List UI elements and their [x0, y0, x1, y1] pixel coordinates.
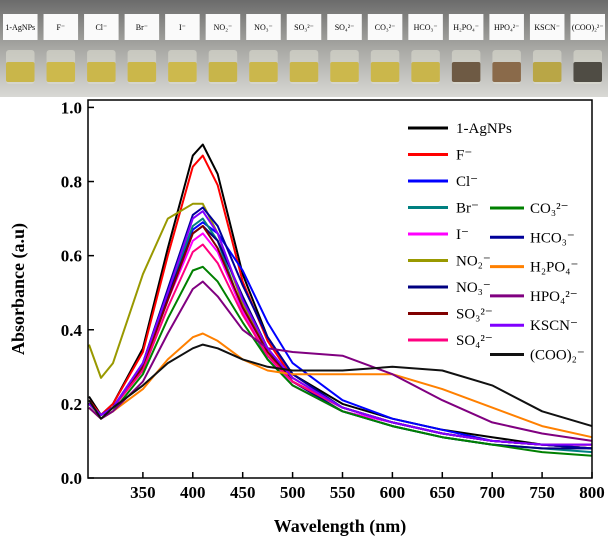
photo-label-box — [489, 14, 524, 40]
photo-label-box — [408, 14, 443, 40]
legend-label: HCO₃⁻ — [530, 230, 575, 246]
photo-label: I⁻ — [179, 23, 186, 32]
legend-label: HPO₄²⁻ — [530, 289, 578, 305]
y-tick-label: 1.0 — [61, 98, 82, 117]
x-tick-label: 800 — [579, 483, 605, 502]
photo-label-box — [448, 14, 484, 40]
legend-label: NO₂⁻ — [456, 254, 491, 270]
series-line — [88, 280, 593, 442]
photo-label-box — [367, 14, 403, 40]
photo-label: 1-AgNPs — [5, 23, 35, 32]
photo-label: SO₄²⁻ — [335, 23, 355, 32]
photo-label-box — [84, 14, 119, 40]
legend-label: KSCN⁻ — [530, 318, 578, 334]
photo-label: CO₃²⁻ — [375, 23, 396, 32]
vial-liquid — [208, 62, 238, 82]
series-line — [88, 265, 593, 457]
photo-label: KSCN⁻ — [534, 23, 560, 32]
photo-label-box — [43, 14, 79, 40]
vial-liquid — [168, 62, 197, 82]
legend-label: F⁻ — [456, 148, 472, 164]
vial-liquid — [370, 62, 400, 82]
legend-label: NO₃⁻ — [456, 280, 491, 296]
y-axis-title: Absorbance (a.u) — [8, 223, 29, 355]
vial-liquid — [87, 62, 116, 82]
x-tick-label: 750 — [529, 483, 555, 502]
y-tick-label: 0.4 — [61, 321, 83, 340]
vial-liquid — [6, 62, 35, 82]
vial-liquid — [249, 62, 278, 82]
x-tick-label: 600 — [380, 483, 406, 502]
plot-frame — [87, 99, 593, 479]
photo-label: NO₂⁻ — [214, 23, 233, 32]
photo-label: H₂PO₄⁻ — [453, 23, 479, 32]
vial-liquid — [573, 62, 602, 82]
legend-label: I⁻ — [456, 227, 469, 243]
x-tick-label: 700 — [479, 483, 505, 502]
series-line — [88, 221, 593, 450]
photo-label-box — [124, 14, 160, 40]
photo-label: HCO₃⁻ — [414, 23, 438, 32]
y-tick-label: 0.0 — [61, 469, 82, 488]
photo-label-box — [3, 14, 38, 40]
y-tick-label: 0.2 — [61, 395, 82, 414]
photo-label: Cl⁻ — [95, 23, 107, 32]
photo-label-box — [286, 14, 322, 40]
x-tick-label: 400 — [180, 483, 206, 502]
photo-label: HPO₄²⁻ — [494, 23, 519, 32]
x-axis-title: Wavelength (nm) — [274, 516, 407, 537]
legend-label: H₂PO₄⁻ — [530, 260, 578, 276]
vial-liquid — [492, 62, 521, 82]
series-line — [88, 332, 593, 439]
photo-label-box — [246, 14, 281, 40]
y-tick-label: 0.6 — [61, 247, 82, 266]
legend-label: Cl⁻ — [456, 174, 478, 190]
photo-label: SO₃²⁻ — [294, 23, 314, 32]
photo-label: F⁻ — [56, 23, 65, 32]
photo-label-box — [529, 14, 565, 40]
vial-liquid — [532, 62, 562, 82]
legend-label: SO₃²⁻ — [456, 307, 493, 323]
x-tick-label: 650 — [430, 483, 456, 502]
photo-label-box — [205, 14, 241, 40]
vial-liquid — [127, 62, 157, 82]
x-tick-label: 550 — [330, 483, 356, 502]
photo-label-box — [165, 14, 200, 40]
vial-liquid — [411, 62, 440, 82]
photo-label-box — [570, 14, 605, 40]
series-line — [88, 210, 592, 446]
legend-label: CO₃²⁻ — [530, 201, 568, 217]
legend-label: 1-AgNPs — [456, 121, 512, 137]
x-tick-label: 450 — [230, 483, 256, 502]
legend-label: Br⁻ — [456, 201, 479, 217]
x-tick-label: 350 — [130, 483, 156, 502]
photo-label: Br⁻ — [136, 23, 148, 32]
vial-liquid — [46, 62, 76, 82]
series-line — [88, 243, 592, 446]
legend-label: SO₄²⁻ — [456, 333, 493, 349]
vial-liquid — [330, 62, 359, 82]
photo-label-box — [327, 14, 362, 40]
series-line — [88, 343, 593, 428]
y-tick-label: 0.8 — [61, 173, 82, 192]
vial-liquid — [289, 62, 319, 82]
x-tick-label: 500 — [280, 483, 306, 502]
vial-liquid — [451, 62, 481, 82]
photo-label: NO₃⁻ — [254, 23, 273, 32]
legend-label: (COO)₂⁻ — [530, 348, 585, 364]
series-line — [88, 143, 593, 450]
photo-label: (COO)₂²⁻ — [572, 23, 604, 32]
